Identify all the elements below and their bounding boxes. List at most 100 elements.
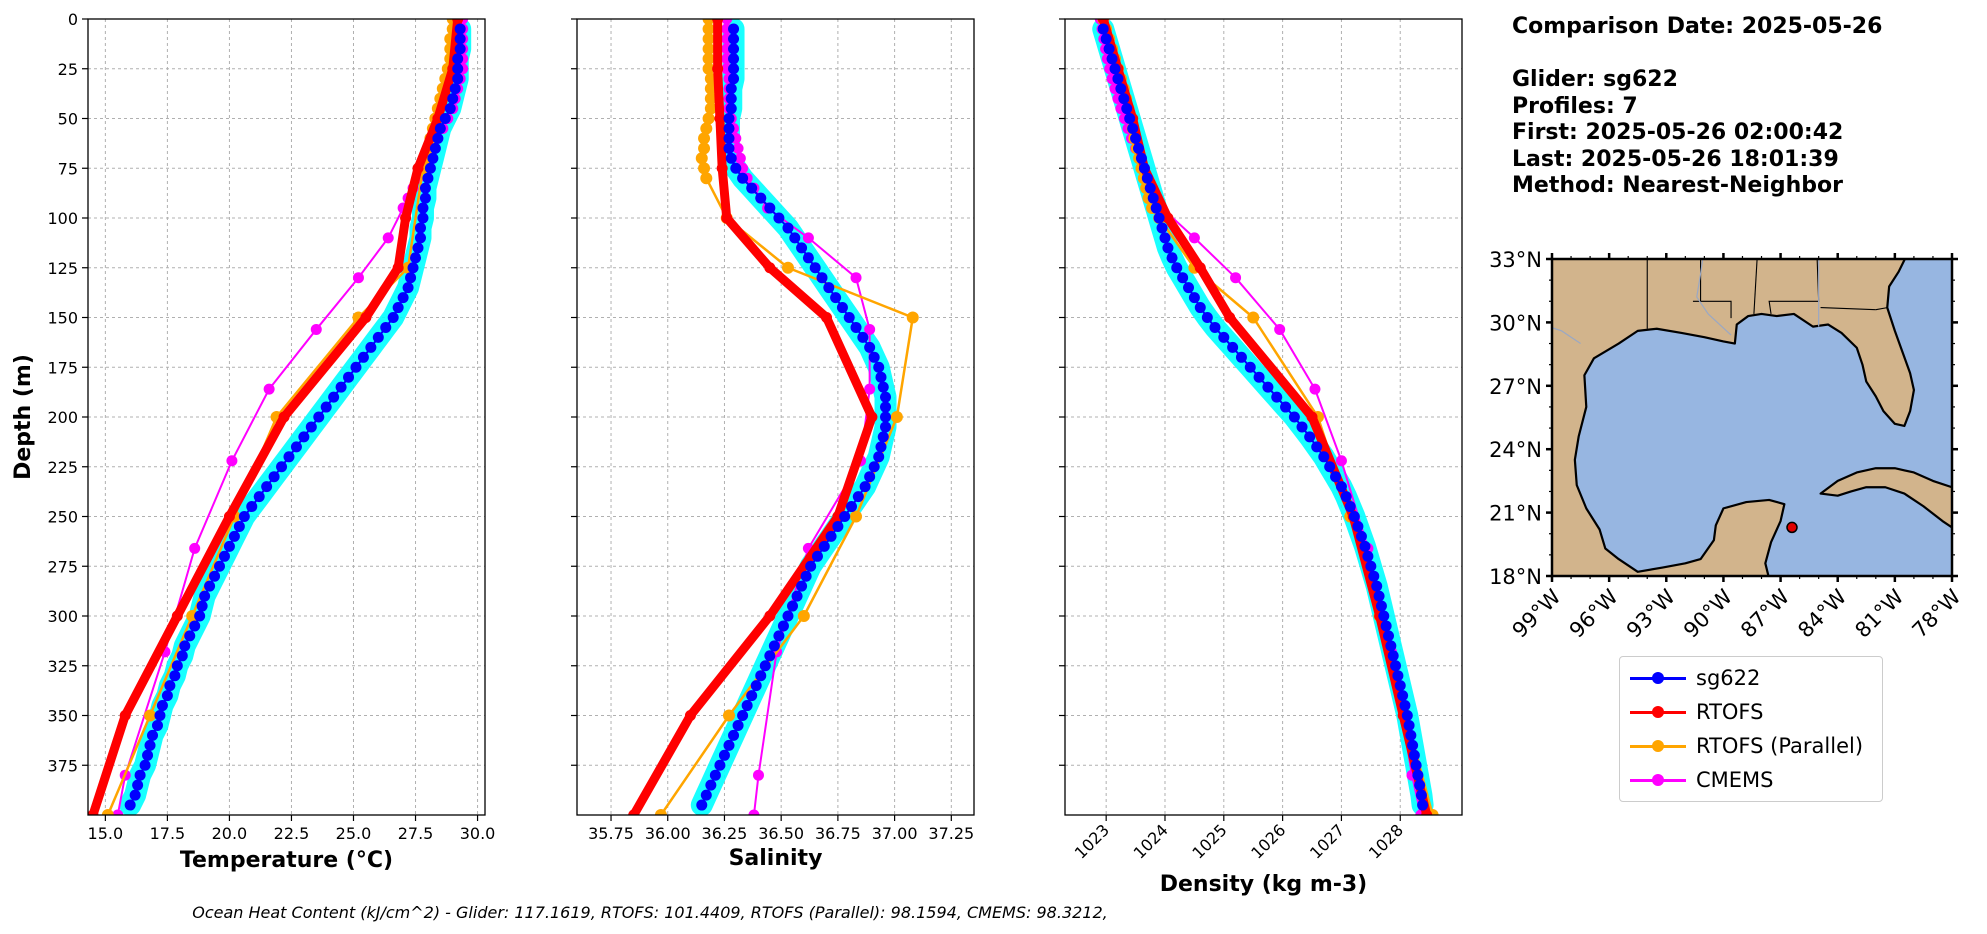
data-point-sg622: [873, 361, 885, 373]
legend-item-rtofs: RTOFS: [1630, 697, 1763, 727]
data-point-sg622: [1177, 272, 1189, 284]
data-point-sg622: [1385, 640, 1397, 652]
x-tick-label: 37.25: [928, 824, 974, 843]
x-tick-label: 1025: [1188, 820, 1230, 862]
series-rtofs-parallel: [1097, 19, 1439, 815]
data-point-sg622: [845, 501, 857, 513]
data-point-sg622: [414, 222, 426, 234]
data-point-sg622: [1147, 192, 1159, 204]
info-spacer: [1512, 41, 1882, 68]
data-point-sg622: [410, 252, 422, 264]
x-axis-label: Salinity: [729, 846, 823, 871]
data-point-sg622: [1209, 321, 1221, 333]
data-point-rtofs-parallel: [702, 42, 715, 55]
data-point-sg622: [134, 769, 146, 781]
data-point-rtofs: [392, 262, 404, 274]
y-tick-label: 300: [47, 607, 78, 626]
data-point-sg622: [1150, 202, 1162, 214]
data-point-sg622: [238, 511, 250, 522]
data-point-sg622: [1133, 142, 1145, 154]
y-axis-label: Depth (m): [11, 354, 36, 480]
data-point-cmems: [382, 232, 394, 244]
data-point-rtofs-parallel: [797, 610, 810, 622]
data-point-sg622: [194, 610, 206, 622]
data-point-sg622: [276, 461, 288, 473]
data-point-sg622: [452, 63, 464, 75]
data-point-sg622: [124, 799, 136, 811]
data-point-sg622: [773, 630, 785, 642]
data-point-sg622: [1127, 122, 1139, 134]
data-point-rtofs: [1097, 19, 1109, 25]
data-point-sg622: [452, 53, 464, 65]
data-point-sg622: [802, 252, 814, 264]
lon-tick-label: 84°W: [1793, 584, 1851, 642]
data-point-sg622: [859, 481, 871, 493]
data-point-sg622: [782, 222, 794, 234]
data-point-sg622: [343, 371, 355, 383]
data-point-sg622: [454, 33, 466, 45]
y-tick-label: 100: [47, 209, 78, 228]
x-tick-label: 22.5: [274, 824, 310, 843]
data-point-rtofs-parallel: [698, 142, 711, 155]
data-point-sg622: [728, 729, 740, 741]
data-point-rtofs: [360, 312, 372, 323]
legend: sg622 RTOFS RTOFS (Parallel) CMEMS: [1619, 656, 1883, 802]
data-point-sg622: [723, 122, 735, 134]
data-point-sg622: [290, 441, 302, 453]
data-point-sg622: [782, 610, 794, 622]
data-point-sg622: [176, 650, 188, 662]
data-point-sg622: [1410, 759, 1422, 771]
data-point-sg622: [1097, 23, 1109, 35]
y-tick-label: 325: [47, 657, 78, 676]
data-point-sg622: [755, 192, 767, 204]
x-tick-label: 1028: [1365, 820, 1407, 862]
data-point-sg622: [725, 103, 737, 115]
data-point-sg622: [737, 172, 749, 184]
data-point-sg622: [1296, 421, 1308, 433]
data-point-sg622: [1288, 411, 1300, 423]
data-point-sg622: [1407, 739, 1419, 751]
data-point-rtofs: [119, 710, 131, 721]
cuba-landmass: [1819, 467, 1952, 529]
data-point-sg622: [725, 93, 737, 105]
data-point-sg622: [723, 113, 735, 124]
data-point-cmems: [189, 542, 201, 554]
data-point-cmems: [1188, 232, 1200, 244]
data-point-rtofs-parallel: [700, 172, 713, 185]
data-point-sg622: [365, 341, 377, 353]
data-point-sg622: [832, 520, 844, 532]
data-point-rtofs-parallel: [704, 92, 717, 105]
data-point-sg622: [825, 530, 837, 542]
data-point-rtofs-parallel: [101, 809, 114, 815]
data-point-sg622: [728, 33, 740, 45]
data-point-sg622: [741, 700, 753, 712]
data-point-sg622: [1390, 660, 1402, 672]
lon-tick-label: 87°W: [1736, 584, 1794, 642]
lon-tick-label: 90°W: [1679, 584, 1737, 642]
x-tick-label: 25.0: [336, 824, 372, 843]
data-point-rtofs: [1224, 312, 1236, 323]
comparison-date: Comparison Date: 2025-05-26: [1512, 14, 1883, 39]
data-point-sg622: [873, 451, 885, 463]
data-point-sg622: [171, 660, 183, 672]
x-tick-label: 36.00: [645, 824, 691, 843]
data-point-sg622: [142, 749, 154, 761]
data-point-sg622: [796, 242, 808, 254]
x-tick-label: 1026: [1247, 820, 1289, 862]
data-point-cmems: [263, 383, 275, 395]
data-point-sg622: [397, 292, 409, 304]
state-border: [1692, 300, 1732, 319]
x-tick-label: 17.5: [150, 824, 186, 843]
data-point-sg622: [246, 501, 258, 513]
data-point-cmems: [721, 19, 733, 25]
data-point-sg622: [1112, 73, 1124, 85]
legend-swatch: [1630, 671, 1686, 684]
data-point-sg622: [1362, 550, 1374, 562]
x-tick-label: 36.25: [702, 824, 748, 843]
legend-item-cmems: CMEMS: [1630, 765, 1774, 795]
data-point-sg622: [1371, 580, 1383, 592]
data-point-sg622: [1324, 461, 1336, 473]
data-point-sg622: [777, 620, 789, 632]
y-tick-label: 275: [47, 557, 78, 576]
y-tick-label: 0: [68, 10, 78, 29]
